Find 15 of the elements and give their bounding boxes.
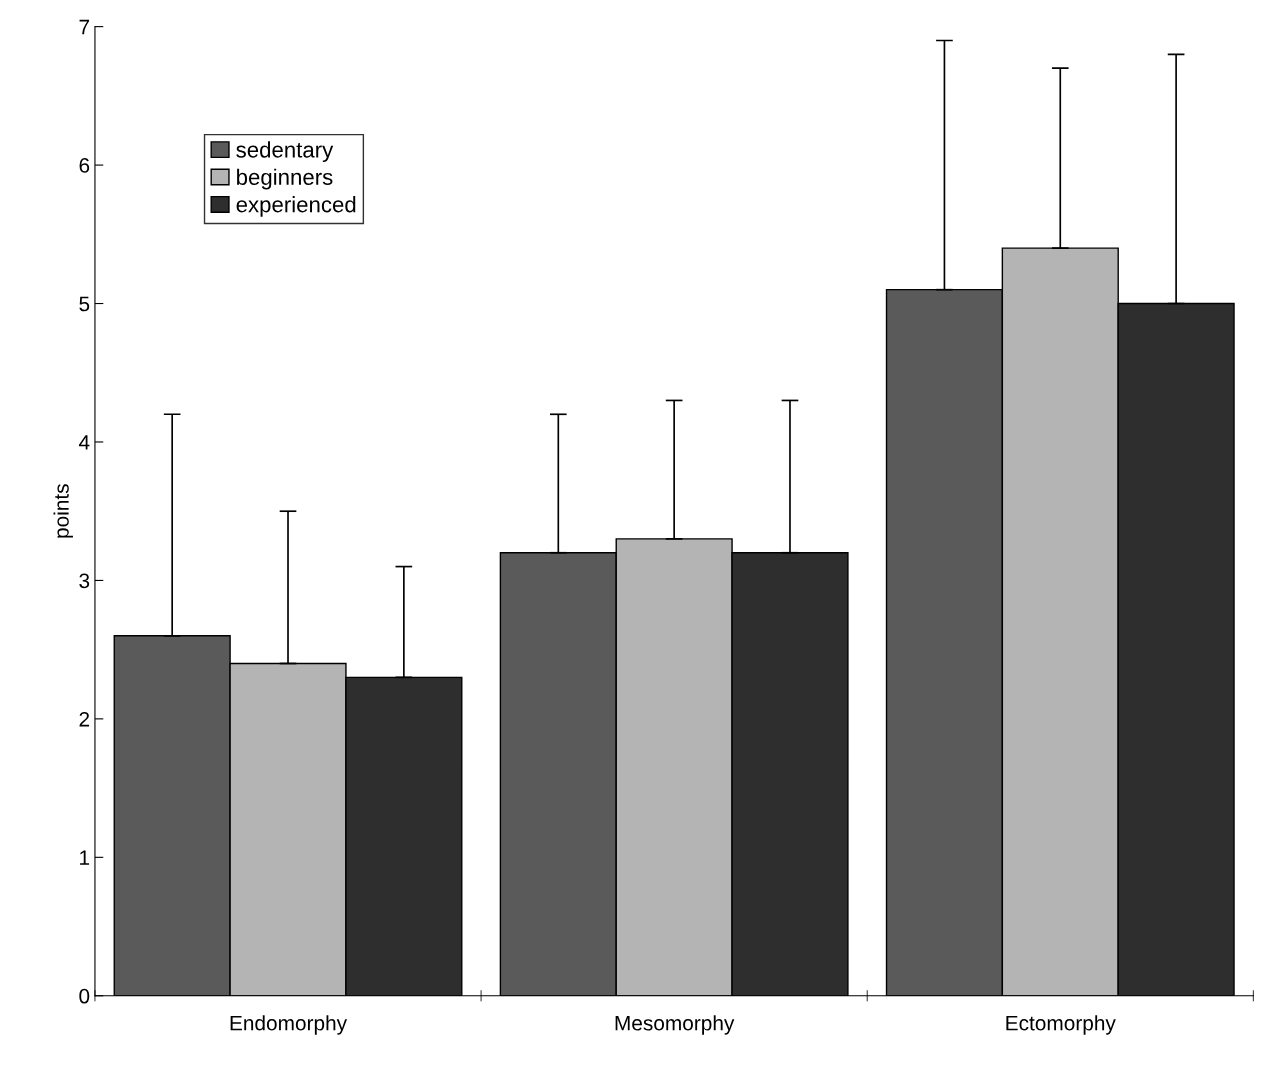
y-axis-title: points — [53, 484, 73, 538]
x-tick-label: Endomorphy — [230, 1015, 348, 1035]
legend-label: sedentary — [236, 141, 334, 163]
y-tick-label: 2 — [79, 711, 90, 727]
legend-label: experienced — [236, 196, 356, 217]
y-tick-label: 1 — [80, 850, 90, 865]
y-tick-label: 0 — [79, 988, 90, 1004]
x-tick-label: Mesomorphy — [615, 1015, 735, 1035]
y-tick-label: 7 — [79, 19, 90, 35]
y-tick-label: 6 — [79, 158, 90, 173]
x-tick-label: Ectomorphy — [1006, 1015, 1116, 1035]
legend-label: beginners — [237, 168, 333, 190]
y-tick-label: 5 — [79, 296, 90, 312]
y-tick-label: 4 — [78, 435, 90, 450]
y-tick-label: 3 — [79, 573, 90, 589]
